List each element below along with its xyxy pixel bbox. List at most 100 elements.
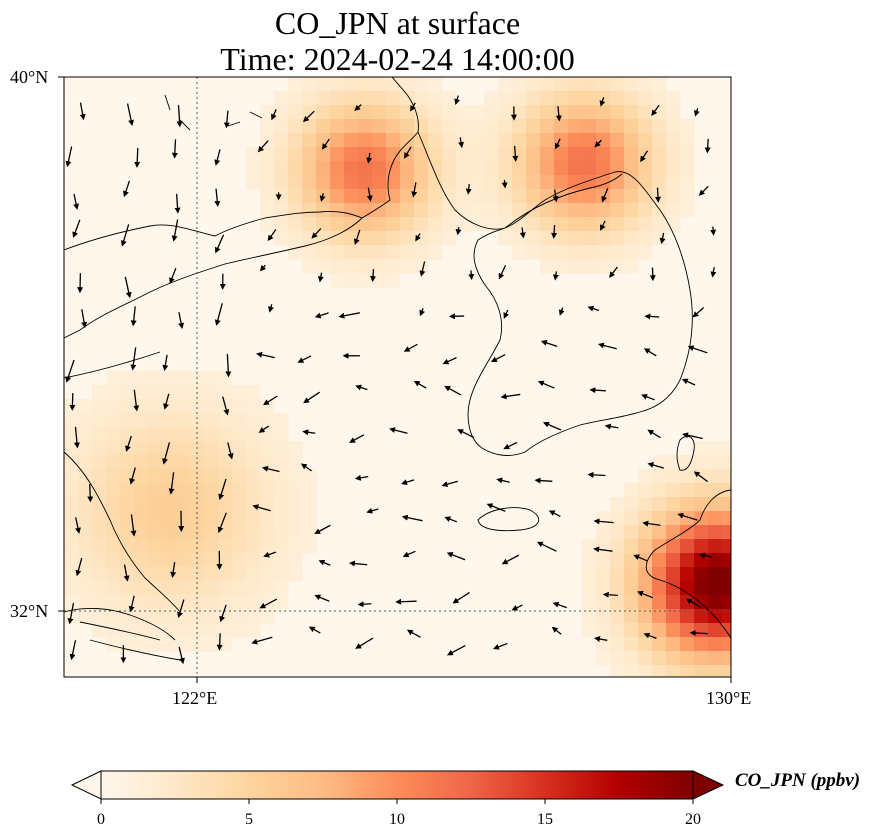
field-cell xyxy=(260,189,275,204)
field-cell xyxy=(722,637,731,652)
field-cell xyxy=(624,217,639,232)
wind-arrow xyxy=(600,220,606,231)
field-cell xyxy=(372,231,387,246)
field-cell xyxy=(554,217,569,232)
field-cell xyxy=(274,567,289,582)
field-cell xyxy=(498,203,513,218)
field-cell xyxy=(596,259,611,274)
field-cell xyxy=(204,483,219,498)
field-cell xyxy=(708,595,723,610)
field-cell xyxy=(148,595,163,610)
field-cell xyxy=(274,175,289,190)
field-cell xyxy=(106,413,121,428)
field-cell xyxy=(652,91,667,106)
field-cell xyxy=(190,609,205,624)
field-cell xyxy=(218,511,233,526)
field-cell xyxy=(414,91,429,106)
field-cell xyxy=(162,581,177,596)
field-cell xyxy=(498,217,513,232)
field-cell xyxy=(64,525,79,540)
field-cell xyxy=(652,147,667,162)
field-cell xyxy=(148,623,163,638)
field-cell xyxy=(568,217,583,232)
wind-arrow xyxy=(640,150,648,163)
field-cell xyxy=(596,105,611,120)
wind-arrow xyxy=(366,187,373,202)
field-cell xyxy=(428,77,443,92)
field-cell xyxy=(260,609,275,624)
field-cell xyxy=(610,175,625,190)
wind-arrow xyxy=(171,219,179,242)
wind-arrow xyxy=(297,355,312,363)
field-cell xyxy=(638,133,653,148)
field-cell xyxy=(78,427,93,442)
field-cell xyxy=(428,147,443,162)
field-cell xyxy=(134,525,149,540)
field-cell xyxy=(680,651,695,666)
field-cell xyxy=(176,413,191,428)
field-cell xyxy=(372,217,387,232)
field-cell xyxy=(372,175,387,190)
wind-arrow xyxy=(415,233,421,242)
field-cell xyxy=(190,553,205,568)
field-cell xyxy=(232,441,247,456)
field-cell xyxy=(512,77,527,92)
field-cell xyxy=(302,161,317,176)
wind-arrow xyxy=(123,180,131,198)
field-cell xyxy=(344,175,359,190)
field-cell xyxy=(540,105,555,120)
field-cell xyxy=(526,175,541,190)
wind-arrow xyxy=(178,646,185,665)
field-cell xyxy=(274,455,289,470)
field-cell xyxy=(106,469,121,484)
wind-arrow xyxy=(227,442,234,460)
field-cell xyxy=(638,567,653,582)
field-cell xyxy=(470,147,485,162)
field-cell xyxy=(274,441,289,456)
wind-arrow xyxy=(389,427,408,434)
field-cell xyxy=(400,245,415,260)
field-cell xyxy=(652,637,667,652)
field-cell xyxy=(92,553,107,568)
field-cell xyxy=(624,567,639,582)
field-cell xyxy=(64,539,79,554)
field-cell xyxy=(540,77,555,92)
field-cell xyxy=(400,119,415,134)
field-cell xyxy=(610,245,625,260)
field-cell xyxy=(260,581,275,596)
field-cell xyxy=(316,259,331,274)
field-cell xyxy=(666,651,681,666)
wind-arrow xyxy=(687,345,708,354)
field-cell xyxy=(78,483,93,498)
wind-arrow xyxy=(555,106,562,122)
wind-arrow xyxy=(120,224,130,247)
wind-arrow xyxy=(216,633,223,651)
field-cell xyxy=(694,483,709,498)
field-cell xyxy=(260,175,275,190)
wind-arrow xyxy=(225,353,232,378)
field-cell xyxy=(120,623,135,638)
field-cell xyxy=(106,637,121,652)
wind-arrow xyxy=(519,227,526,239)
field-cell xyxy=(582,595,597,610)
field-cell xyxy=(400,259,415,274)
wind-arrow xyxy=(446,645,466,656)
wind-arrow xyxy=(355,637,374,649)
field-cell xyxy=(568,105,583,120)
field-cell xyxy=(232,511,247,526)
field-cell xyxy=(484,161,499,176)
field-cell xyxy=(204,539,219,554)
field-cell xyxy=(610,231,625,246)
wind-arrow xyxy=(72,219,81,238)
field-cell xyxy=(120,385,135,400)
field-cell xyxy=(666,525,681,540)
field-cell xyxy=(78,609,93,624)
field-cell xyxy=(428,175,443,190)
field-cell xyxy=(414,119,429,134)
field-cell xyxy=(526,189,541,204)
field-cell xyxy=(568,147,583,162)
field-cell xyxy=(582,161,597,176)
field-cell xyxy=(176,567,191,582)
field-cell xyxy=(694,497,709,512)
field-cell xyxy=(92,609,107,624)
